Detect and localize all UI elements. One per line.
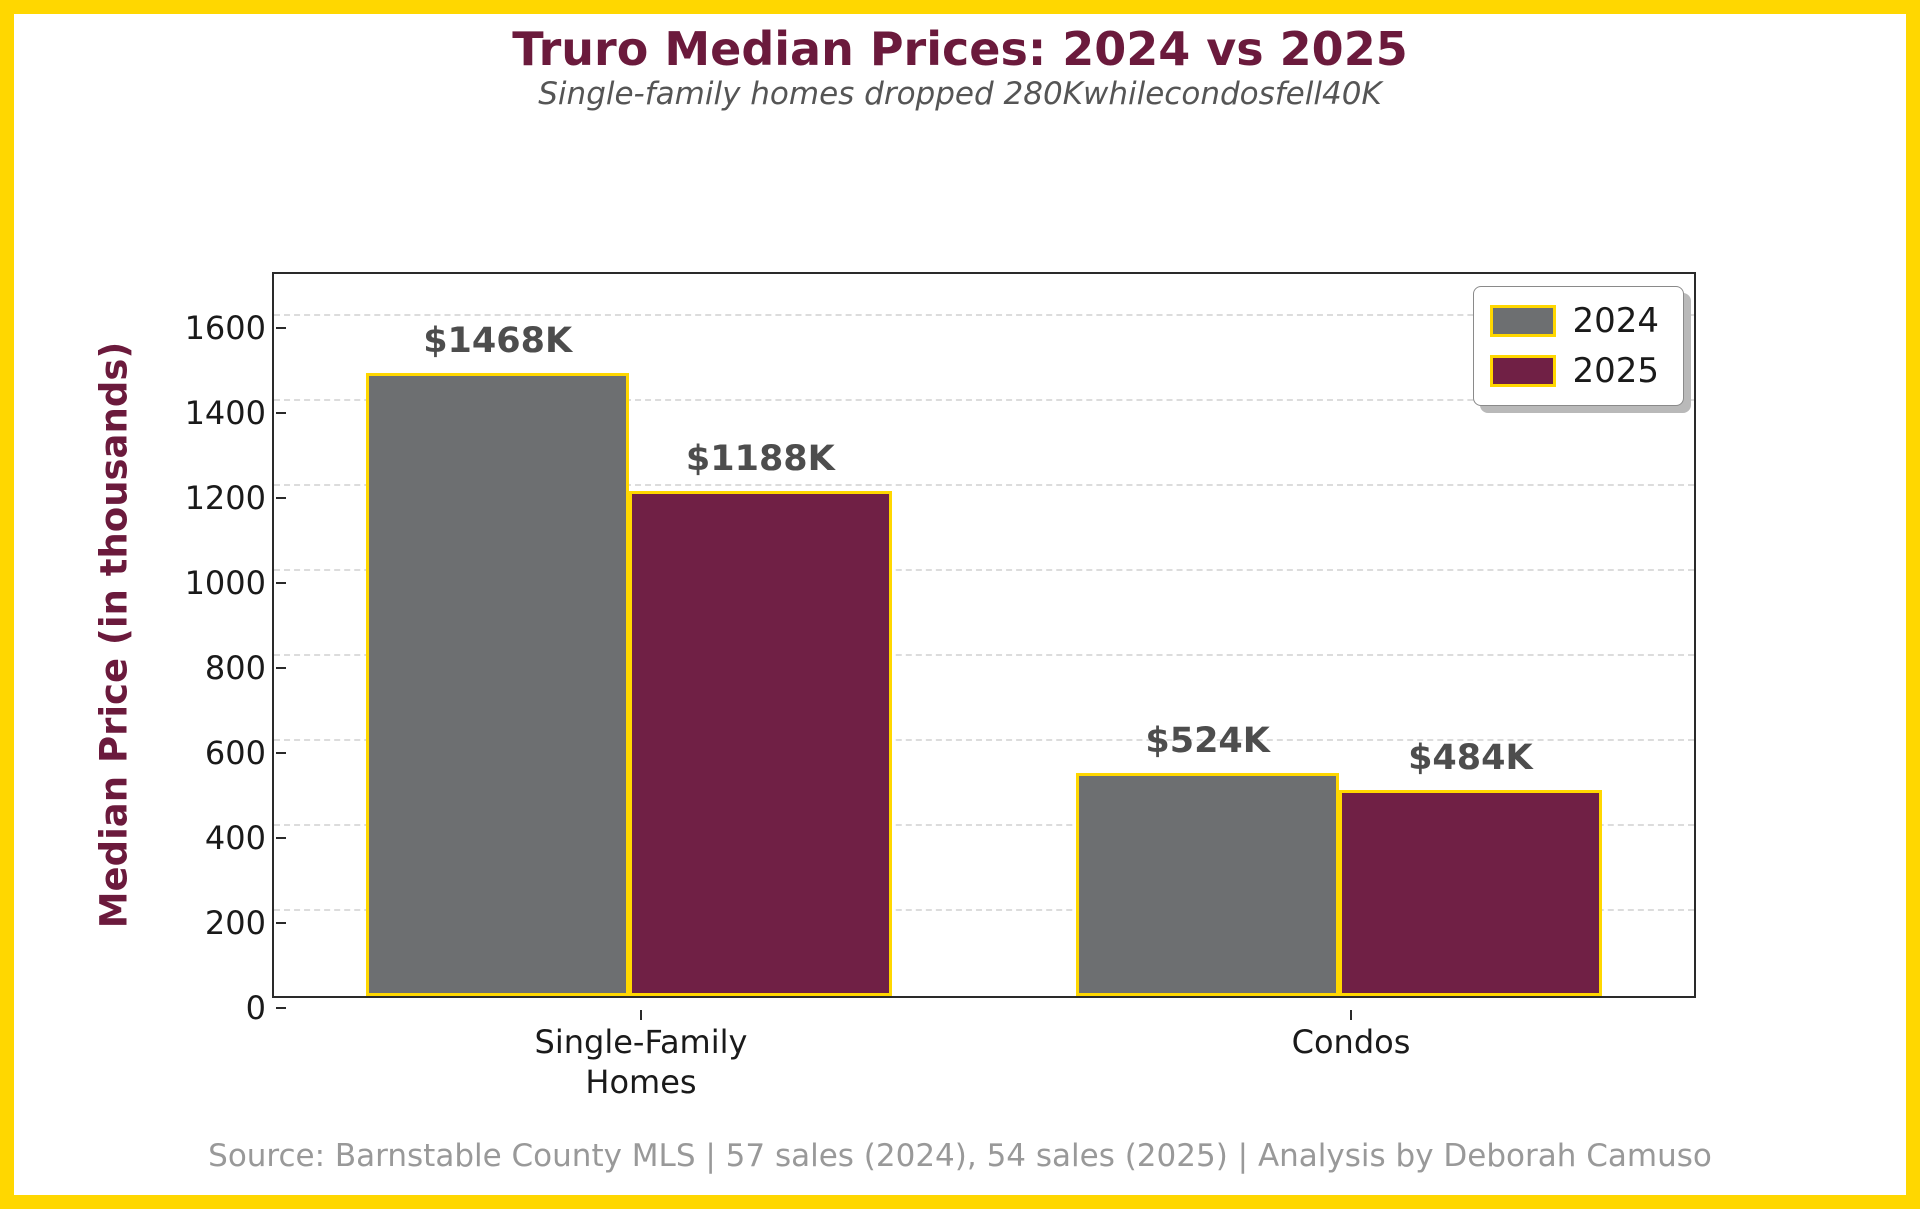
plot-area: 2024 2025 $1468K $524K $1188K $484K bbox=[272, 272, 1696, 998]
gridline-400 bbox=[274, 824, 1694, 827]
gridline-800 bbox=[274, 654, 1694, 657]
value-label-524k: $524K bbox=[1145, 721, 1270, 762]
legend-label-2025: 2025 bbox=[1572, 351, 1659, 391]
y-tick-label-1400: 1400 bbox=[184, 394, 266, 433]
y-tick-mark-600 bbox=[276, 752, 286, 755]
bar-2024-condos bbox=[1076, 773, 1339, 996]
bar-2025-single-family-homes bbox=[629, 491, 892, 996]
legend-swatch-2024 bbox=[1490, 305, 1557, 337]
value-label-1188k: $1188K bbox=[685, 439, 835, 480]
x-tick-mark-single-family-homes bbox=[640, 1010, 642, 1020]
gridline-200 bbox=[274, 909, 1694, 912]
bar-2024-single-family-homes bbox=[366, 372, 629, 996]
legend-swatch-2025 bbox=[1490, 355, 1557, 387]
y-tick-label-0: 0 bbox=[245, 989, 266, 1027]
chart-title: Truro Median Prices: 2024 vs 2025 bbox=[512, 22, 1408, 76]
x-tick-mark-condos bbox=[1350, 1010, 1352, 1020]
y-tick-label-800: 800 bbox=[204, 649, 266, 688]
legend-item-2024: 2024 bbox=[1490, 301, 1659, 341]
x-tick-label-condos: Condos bbox=[1291, 1023, 1411, 1061]
legend-label-2024: 2024 bbox=[1572, 301, 1659, 341]
x-tick-label-single-family-homes: Single-Family Homes bbox=[534, 1023, 748, 1101]
value-label-1468k: $1468K bbox=[423, 320, 573, 361]
y-tick-mark-1400 bbox=[276, 412, 286, 415]
gridline-1000 bbox=[274, 569, 1694, 572]
y-tick-label-400: 400 bbox=[204, 819, 266, 858]
bar-2025-condos bbox=[1339, 790, 1602, 996]
gridline-600 bbox=[274, 739, 1694, 742]
legend: 2024 2025 bbox=[1473, 286, 1684, 406]
chart-subtitle: Single-family homes dropped 280Kwhilecon… bbox=[538, 76, 1382, 112]
value-label-484k: $484K bbox=[1408, 738, 1533, 779]
y-tick-mark-1600 bbox=[276, 327, 286, 330]
y-tick-label-200: 200 bbox=[204, 904, 266, 943]
gridline-1200 bbox=[274, 484, 1694, 487]
y-tick-mark-200 bbox=[276, 922, 286, 925]
gridline-1600 bbox=[274, 314, 1694, 317]
y-tick-label-1200: 1200 bbox=[184, 479, 266, 518]
y-tick-mark-1000 bbox=[276, 582, 286, 585]
y-tick-label-1600: 1600 bbox=[184, 309, 266, 348]
y-tick-label-600: 600 bbox=[204, 734, 266, 773]
y-tick-mark-400 bbox=[276, 837, 286, 840]
legend-item-2025: 2025 bbox=[1490, 351, 1659, 391]
y-tick-mark-1200 bbox=[276, 497, 286, 500]
source-credit: Source: Barnstable County MLS | 57 sales… bbox=[208, 1138, 1712, 1174]
y-tick-mark-800 bbox=[276, 667, 286, 670]
gridline-1400 bbox=[274, 399, 1694, 402]
y-tick-label-1000: 1000 bbox=[184, 564, 266, 603]
y-tick-mark-0 bbox=[276, 1007, 286, 1009]
